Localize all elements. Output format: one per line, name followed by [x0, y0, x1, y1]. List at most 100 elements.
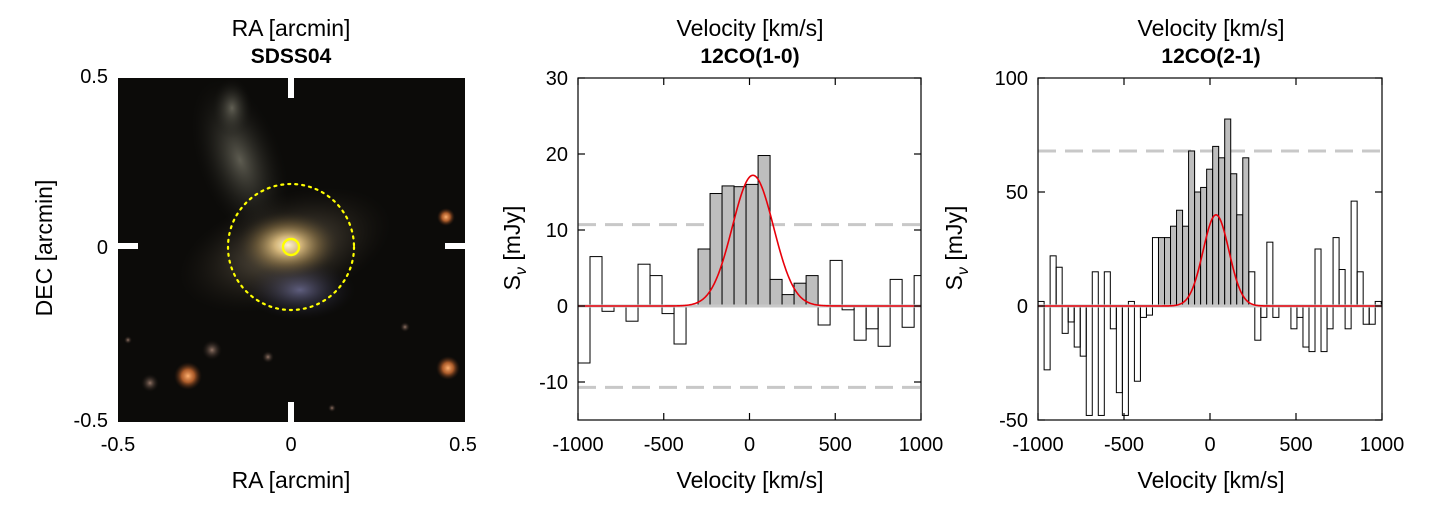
co10-bar-13 [733, 186, 747, 307]
co21-bar-25 [1188, 150, 1196, 307]
co21-bar-16 [1133, 305, 1141, 382]
image-xtick-mid: 0 [285, 434, 296, 456]
galaxy-image [118, 78, 465, 422]
beam-circle-large [226, 182, 356, 312]
co21-ylabel-symbol: S [941, 275, 967, 290]
co21-bar-12 [1109, 305, 1117, 330]
co21-bar-20 [1157, 237, 1166, 307]
co21-bar-9 [1091, 271, 1099, 307]
co21-xtick-label-0: -1000 [1012, 434, 1063, 456]
co10-ylabel-sub: ν [513, 267, 530, 275]
star-2 [436, 356, 460, 380]
co21-bar-23 [1176, 209, 1184, 307]
co10-xtick-label-3: 500 [819, 434, 852, 456]
image-tick-right [445, 243, 465, 249]
co21-bar-45 [1308, 305, 1316, 353]
image-title: SDSS04 [251, 45, 332, 68]
co10-bar-23 [853, 305, 867, 341]
co21-bar-19 [1151, 237, 1159, 307]
co10-bar-6 [649, 275, 663, 307]
co10-bar-18 [793, 282, 807, 307]
co10-xtick-label-2: 0 [744, 434, 755, 456]
co21-xtick-label-3: 500 [1279, 434, 1312, 456]
galaxy-core [236, 211, 340, 279]
image-xtick-right: 0.5 [449, 434, 477, 456]
co10-bar-8 [673, 305, 687, 345]
co21-bar-7 [1079, 305, 1087, 357]
star-4 [141, 374, 159, 392]
co21-bar-54 [1362, 305, 1370, 325]
co21-ylabel: Sν [mJy] [941, 206, 972, 291]
co21-bar-5 [1067, 305, 1075, 323]
co10-xtick-label-0: -1000 [552, 434, 603, 456]
co21-bar-51 [1344, 305, 1352, 330]
co10-xtick-label-4: 1000 [899, 434, 944, 456]
star-5 [202, 340, 222, 360]
co21-bar-2 [1049, 255, 1057, 307]
co21-gauss-fit [1038, 213, 1382, 307]
image-ylabel: DEC [arcmin] [31, 180, 57, 317]
image-ytick-bottom: -0.5 [74, 410, 108, 432]
co10-ytick-label-0: -10 [539, 372, 568, 394]
beam-circle-small [281, 237, 301, 257]
co21-bar-47 [1320, 305, 1328, 353]
co21-bar-49 [1332, 237, 1340, 307]
co21-bar-35 [1248, 271, 1256, 307]
co21-xtick-label-4: 1000 [1360, 434, 1405, 456]
co21-bar-6 [1073, 305, 1081, 348]
co21-bar-14 [1121, 305, 1129, 416]
image-tick-top [288, 78, 294, 98]
co21-bar-3 [1055, 266, 1063, 307]
co10-ytick-label-1: 0 [557, 296, 568, 318]
co21-bar-42 [1290, 305, 1298, 330]
co10-ytick-label-3: 20 [546, 144, 568, 166]
co21-bar-53 [1356, 271, 1364, 307]
co21-bar-4 [1061, 305, 1069, 334]
co21-xtick-label-2: 0 [1204, 434, 1215, 456]
co21-bar-28 [1206, 168, 1214, 307]
co10-bar-14 [745, 183, 759, 307]
image-top-label: RA [arcmin] [232, 15, 351, 41]
co21-bar-39 [1272, 305, 1280, 318]
co21-ytick-label-3: 100 [995, 68, 1028, 90]
co21-bar-21 [1164, 237, 1172, 307]
co21-bar-17 [1139, 305, 1147, 318]
co10-xlabel: Velocity [km/s] [677, 467, 824, 493]
co10-bar-17 [781, 294, 795, 307]
image-panel: RA [arcmin] SDSS04 0.5 0 -0 [31, 15, 477, 493]
co21-bar-1 [1043, 305, 1051, 371]
co21-ytick-label-1: 0 [1017, 296, 1028, 318]
co21-top-label: Velocity [km/s] [1138, 15, 1285, 41]
co21-bar-52 [1350, 200, 1358, 307]
co21-bar-37 [1260, 305, 1268, 318]
co10-bar-5 [637, 263, 651, 307]
co10-plot: -1000 -500 0 500 1000 -10 0 10 20 30 [539, 68, 943, 456]
star-6 [262, 351, 274, 363]
co10-ytick-label-4: 30 [546, 68, 568, 90]
co21-bar-36 [1254, 305, 1262, 341]
co10-bar-0 [577, 305, 591, 364]
co21-bar-13 [1115, 305, 1123, 394]
co21-bar-43 [1296, 305, 1304, 318]
co10-ylabel-symbol: S [499, 275, 525, 290]
co21-bar-24 [1182, 225, 1190, 307]
co21-bar-50 [1338, 269, 1346, 307]
spectrum-co21: Velocity [km/s] 12CO(2-1) -1000 -500 0 500 1… [941, 15, 1404, 493]
co10-bar-26 [889, 278, 903, 307]
co21-bar-31 [1224, 118, 1232, 307]
co10-ylabel: Sν [mJy] [499, 206, 530, 291]
co10-bar-24 [865, 305, 879, 330]
co21-ylabel-unit: [mJy] [941, 206, 967, 267]
co10-ytick-label-2: 10 [546, 220, 568, 242]
co10-bar-1 [589, 256, 603, 307]
co10-xtick-label-1: -500 [644, 434, 684, 456]
co21-xtick-label-1: -500 [1104, 434, 1144, 456]
co10-bar-25 [877, 305, 891, 347]
co21-bar-22 [1170, 225, 1178, 307]
co21-bar-32 [1230, 173, 1238, 307]
spectrum-co10: Velocity [km/s] 12CO(1-0) -1000 -500 0 500 1… [499, 15, 943, 493]
co10-bar-20 [817, 305, 831, 326]
co10-bar-15 [757, 155, 771, 307]
star-8 [124, 336, 132, 344]
